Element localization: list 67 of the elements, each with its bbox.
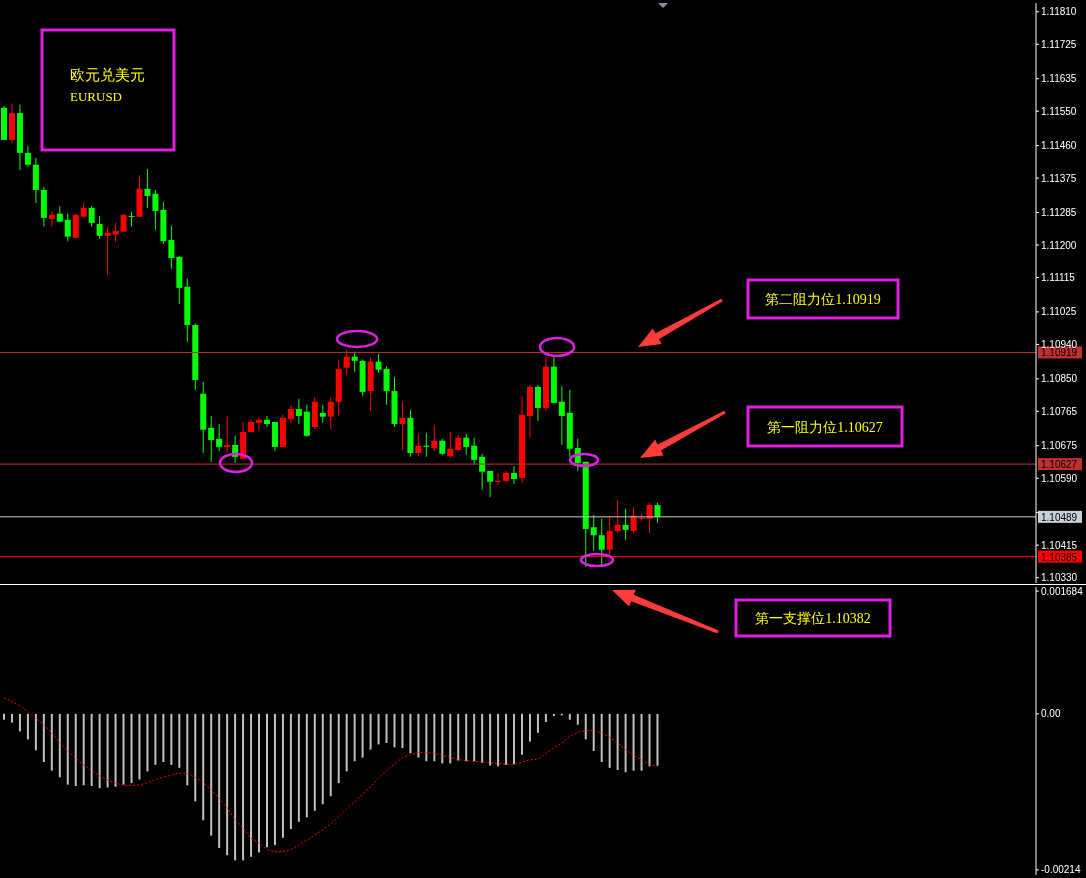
y-tick-label: 1.11635 xyxy=(1041,73,1077,85)
y-tick-label: 1.11115 xyxy=(1041,272,1076,284)
annotation: 第一支撑位1.10382 xyxy=(755,611,871,626)
text: EURUSD xyxy=(70,89,123,104)
annotation: 第一阻力位1.10627 xyxy=(767,419,883,435)
candlestick xyxy=(88,205,95,228)
candlestick xyxy=(168,225,175,270)
candlestick xyxy=(351,351,358,373)
y-tick-label: 1.11025 xyxy=(1041,306,1077,318)
candlestick xyxy=(263,415,270,428)
candlestick xyxy=(375,353,382,374)
ref-line-label: 1.10919 xyxy=(1041,347,1078,359)
y-tick-label: 1.11200 xyxy=(1041,239,1077,251)
line-series xyxy=(3,697,658,853)
candlestick xyxy=(383,366,390,406)
candlestick xyxy=(534,384,541,422)
candlestick xyxy=(216,423,223,452)
candlestick xyxy=(152,189,159,231)
text: 欧元兑美元 xyxy=(70,67,145,83)
candlestick xyxy=(447,431,454,459)
y-tick-label: -0.00214 xyxy=(1041,864,1081,876)
candlestick xyxy=(487,470,494,498)
candlestick xyxy=(495,472,502,486)
candlestick xyxy=(415,433,422,457)
candlestick xyxy=(614,499,621,534)
candlestick xyxy=(72,213,79,239)
candlestick xyxy=(224,416,231,454)
candlestick xyxy=(104,226,111,276)
candlestick xyxy=(511,465,518,485)
candlestick xyxy=(144,168,151,209)
y-tick-label: 1.11285 xyxy=(1041,207,1077,219)
ref-line-label: 1.10489 xyxy=(1041,511,1078,523)
candlestick xyxy=(208,415,215,463)
candlestick xyxy=(622,508,629,541)
candlestick xyxy=(606,516,613,557)
y-tick-label: 1.11460 xyxy=(1041,140,1077,152)
candlestick xyxy=(64,213,71,242)
y-tick-label: 1.11810 xyxy=(1041,6,1077,18)
candlestick xyxy=(463,433,470,456)
candlestick xyxy=(471,437,478,466)
y-tick-label: 1.10415 xyxy=(1041,539,1078,551)
annotation: 第二阻力位1.10919 xyxy=(765,292,881,307)
candlestick xyxy=(431,424,438,452)
ref-line-label: 1.10385 xyxy=(1041,551,1078,563)
candlestick xyxy=(343,349,350,376)
candlestick xyxy=(112,222,119,243)
candlestick xyxy=(24,145,31,168)
ref-line-label: 1.10627 xyxy=(1041,459,1078,471)
y-tick-label: 1.11550 xyxy=(1041,105,1077,117)
candlestick xyxy=(96,215,103,240)
y-tick-label: 1.10590 xyxy=(1041,472,1078,484)
y-tick-label: 1.10675 xyxy=(1041,440,1078,452)
y-tick-label: 1.10850 xyxy=(1041,373,1078,385)
candlestick xyxy=(654,502,661,524)
candlestick xyxy=(128,211,135,228)
candlestick xyxy=(590,514,597,552)
y-tick-label: 1.10765 xyxy=(1041,405,1078,417)
candlestick xyxy=(327,396,334,430)
y-tick-label: 0.001684 xyxy=(1041,585,1084,597)
y-tick-label: 0.00 xyxy=(1041,708,1061,720)
candlestick xyxy=(558,385,565,446)
y-tick-label: 1.10330 xyxy=(1041,572,1078,584)
candlestick xyxy=(399,401,406,451)
candlestick xyxy=(256,417,263,432)
y-tick-label: 1.11725 xyxy=(1041,38,1077,50)
candlestick xyxy=(295,398,302,425)
y-tick-label: 1.11375 xyxy=(1041,172,1077,184)
